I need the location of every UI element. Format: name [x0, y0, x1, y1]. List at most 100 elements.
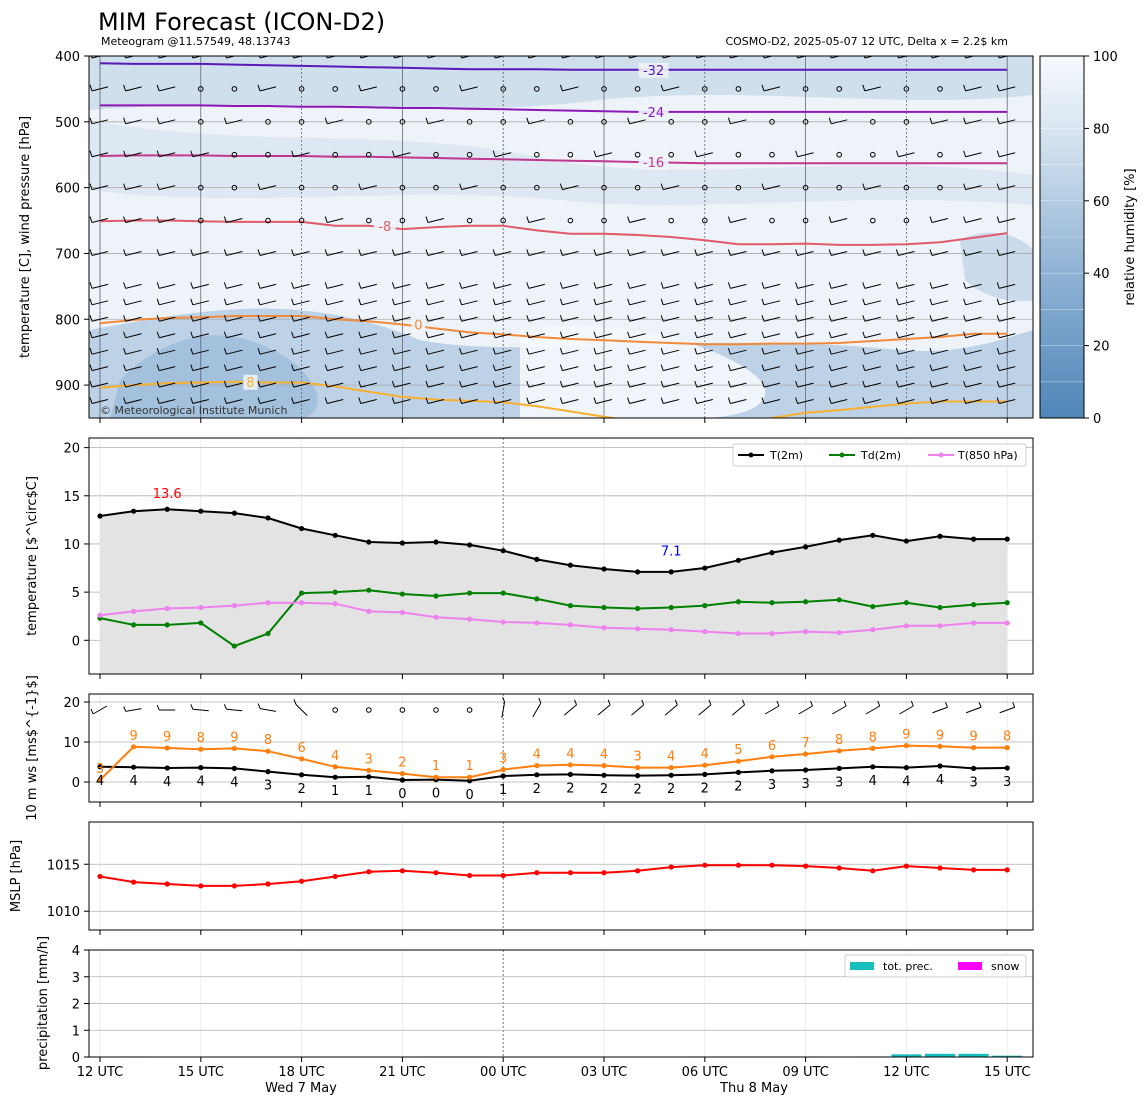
temperature-annotations: 13.6 7.1	[153, 487, 682, 560]
wind-barb	[629, 349, 646, 355]
wind-barb	[696, 56, 707, 59]
wind-series	[97, 743, 1010, 784]
wind-barb	[931, 366, 949, 372]
wind-barb-flag	[257, 364, 261, 371]
series-point	[937, 623, 943, 629]
wind-barb-flag	[996, 380, 1000, 388]
series-point	[870, 868, 876, 874]
wind-barb-flag	[89, 249, 93, 256]
calm-wind-marker	[332, 707, 339, 713]
wind-barb-flag	[862, 315, 866, 322]
calm-wind-marker	[702, 119, 708, 125]
wind-barb	[864, 366, 881, 372]
calm-wind-marker	[433, 151, 439, 158]
wind-barb	[730, 218, 747, 224]
wind-barb	[763, 349, 781, 355]
wind-barb	[629, 366, 646, 372]
wind-barb	[327, 399, 344, 405]
wind-barb	[562, 283, 579, 289]
calm-wind-marker	[265, 119, 271, 125]
extreme-value-label: 7.1	[661, 545, 682, 560]
wind-barb	[797, 283, 814, 289]
wind-barb	[864, 56, 875, 59]
wind-barb-flag	[526, 249, 530, 256]
wind-barb	[797, 366, 814, 372]
wind-barb	[91, 152, 109, 158]
wind-barb	[763, 316, 781, 322]
wind-barb	[731, 704, 745, 716]
wind-barb-flag	[862, 397, 866, 404]
wind-barb-flag	[358, 282, 362, 289]
wind-barb-flag	[391, 380, 395, 388]
wind-barb	[528, 218, 545, 224]
wind-barb	[293, 349, 310, 355]
wind-barb-flag	[877, 700, 881, 707]
series-point	[299, 772, 305, 778]
wind-barb-flag	[526, 298, 530, 305]
wind-barb-flag	[761, 249, 765, 256]
series-point	[500, 548, 506, 554]
wind-barb-flag	[526, 348, 530, 355]
wind-barb-flag	[593, 315, 597, 322]
wind-barb	[528, 283, 545, 289]
wind-barb-flag	[156, 216, 160, 223]
wind-barb	[192, 333, 209, 339]
wind-barb-flag	[727, 331, 731, 338]
series-point	[534, 596, 540, 602]
wind-barb-flag	[191, 56, 194, 59]
legend-swatch-snow	[958, 962, 982, 970]
wind-barb-flag	[526, 397, 530, 404]
gust-value-label: 4	[533, 748, 541, 763]
wind-barb-flag	[895, 380, 899, 388]
wind-barb	[226, 300, 243, 306]
series-point	[534, 620, 540, 626]
wind-barb-flag	[291, 315, 295, 322]
wind-barb	[965, 152, 982, 158]
precip-bar	[958, 1053, 989, 1057]
wind-barb	[797, 399, 814, 405]
legend-swatch-total-precip	[850, 962, 874, 970]
wind-barb-flag	[123, 706, 127, 712]
wind-barb	[427, 366, 445, 372]
gust-value-label: 9	[902, 728, 910, 743]
calm-wind-marker	[870, 151, 876, 158]
series-point	[299, 600, 305, 606]
wind-barb-flag	[291, 331, 295, 338]
series-point	[836, 765, 842, 772]
wind-barb	[360, 250, 377, 256]
isotherm-label: -32	[643, 64, 664, 79]
tick-label: 2	[72, 998, 80, 1013]
wind-barb-flag	[258, 56, 261, 59]
copyright-label: © Meteorological Institute Munich	[100, 404, 287, 417]
wind-barb	[461, 86, 478, 92]
wind-barb-flag	[593, 298, 597, 305]
isotherm-line	[99, 219, 1008, 246]
wind-barb-flag	[593, 364, 597, 371]
wind-barb-flag	[223, 348, 227, 355]
wind-barb	[91, 185, 109, 191]
wind-barb-flag	[862, 380, 866, 388]
mean-wind-value-label: 4	[96, 774, 104, 789]
series-point	[399, 771, 405, 777]
mean-wind-value-label: 3	[969, 775, 977, 790]
wind-barb	[495, 316, 512, 322]
wind-barb	[999, 382, 1016, 388]
legend-label-snow: snow	[991, 960, 1019, 973]
wind-barb	[259, 185, 277, 191]
wind-barb	[595, 300, 613, 306]
precipitation-panel: 0 1 2 3 4 precipitation [mm/h] tot. prec. sn…	[36, 936, 1034, 1070]
calm-wind-marker	[198, 184, 204, 191]
calm-wind-marker	[466, 707, 473, 713]
mean-wind-value-label: 0	[432, 787, 440, 802]
wind-barb-flag	[425, 380, 429, 388]
series-point	[735, 599, 742, 605]
wind-barb-flag	[326, 56, 328, 59]
wind-barb	[664, 704, 678, 716]
wind-barb-flag	[123, 117, 127, 124]
series-point	[399, 868, 405, 874]
wind-barb	[999, 218, 1016, 224]
wind-barb	[528, 366, 545, 372]
wind-barb-flag	[996, 84, 1000, 92]
series-point	[265, 600, 271, 606]
